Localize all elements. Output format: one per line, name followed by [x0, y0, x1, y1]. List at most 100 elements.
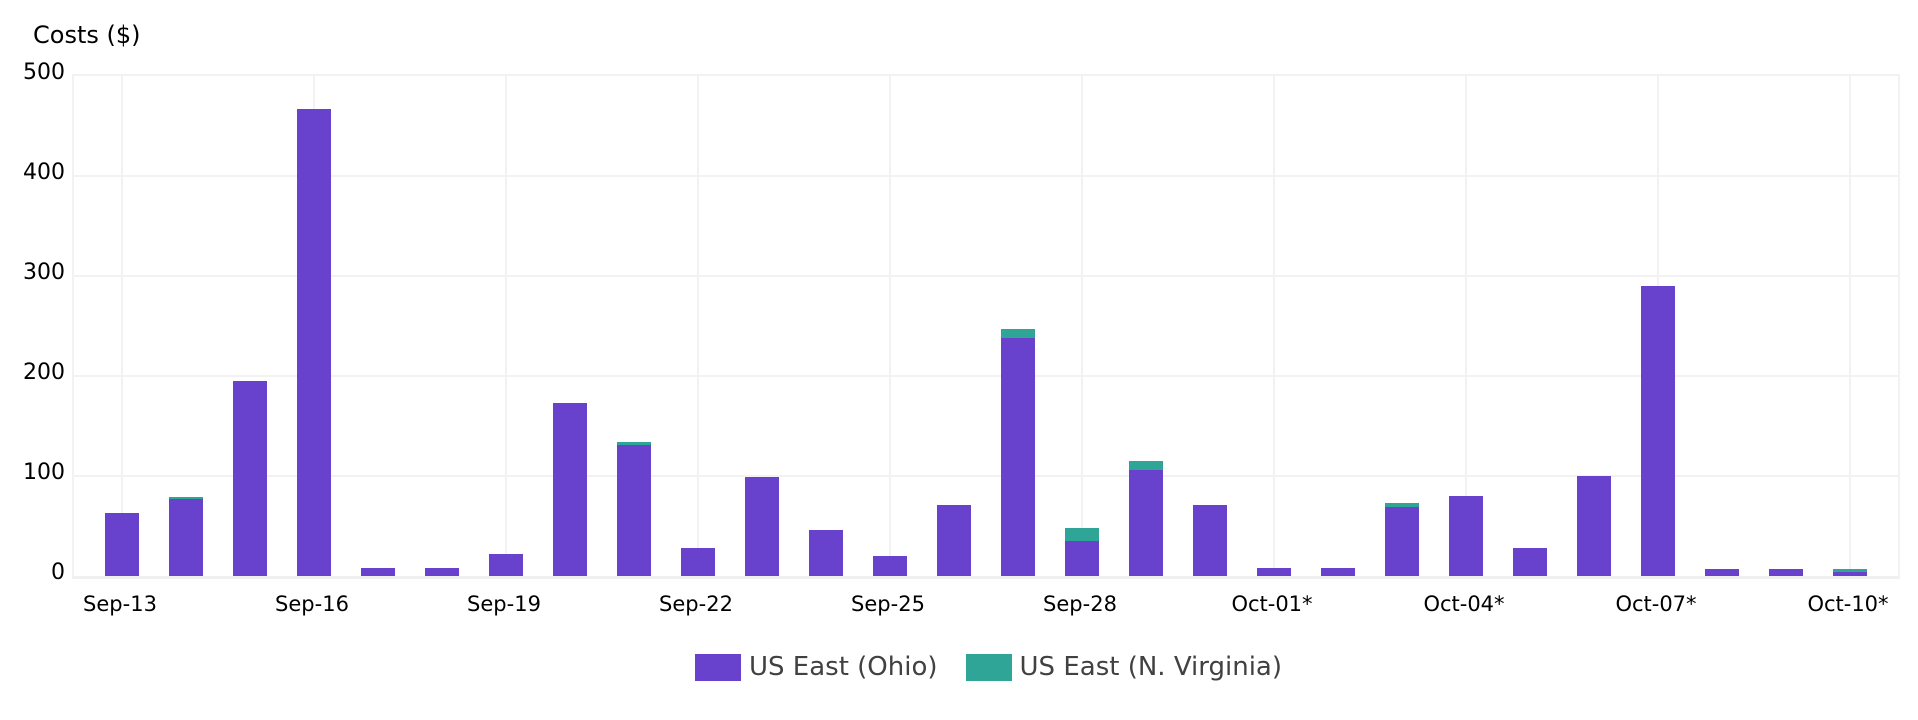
legend-swatch-ohio: [695, 653, 741, 681]
x-tick-label: Sep-16: [275, 592, 349, 616]
bar-sep-28[interactable]: [1065, 528, 1099, 576]
gridline-vertical: [1849, 76, 1851, 576]
bar-oct-04[interactable]: [1449, 496, 1483, 576]
bar-oct-03[interactable]: [1385, 503, 1419, 576]
bar-segment-ohio[interactable]: [1705, 569, 1739, 576]
x-tick-label: Oct-07*: [1615, 592, 1697, 616]
gridline-vertical: [697, 76, 699, 576]
y-tick-label: 100: [23, 460, 65, 485]
x-tick-label: Oct-04*: [1423, 592, 1505, 616]
bar-sep-26[interactable]: [937, 505, 971, 576]
bar-oct-09[interactable]: [1769, 569, 1803, 576]
bar-segment-ohio[interactable]: [1577, 476, 1611, 576]
x-tick-label: Sep-19: [467, 592, 541, 616]
bar-segment-ohio[interactable]: [1833, 572, 1867, 576]
bar-sep-29[interactable]: [1129, 461, 1163, 576]
gridline-vertical: [121, 76, 123, 576]
chart-title: Costs ($): [33, 21, 141, 49]
legend-item-us-east-n-virginia[interactable]: US East (N. Virginia): [965, 653, 1282, 681]
bar-segment-ohio[interactable]: [1321, 568, 1355, 576]
bar-oct-05[interactable]: [1513, 548, 1547, 576]
bar-segment-ohio[interactable]: [1001, 338, 1035, 576]
bar-sep-18[interactable]: [425, 568, 459, 576]
y-tick-label: 300: [23, 260, 65, 285]
bar-segment-ohio[interactable]: [937, 505, 971, 576]
bar-segment-ohio[interactable]: [425, 568, 459, 576]
bar-sep-14[interactable]: [169, 497, 203, 576]
bar-oct-08[interactable]: [1705, 569, 1739, 576]
bar-oct-07[interactable]: [1641, 286, 1675, 576]
bar-sep-30[interactable]: [1193, 505, 1227, 576]
bar-segment-n-virginia[interactable]: [1385, 503, 1419, 507]
plot-inner: [74, 76, 1898, 576]
x-tick-label: Sep-28: [1043, 592, 1117, 616]
bar-sep-15[interactable]: [233, 381, 267, 576]
gridline-horizontal: [74, 175, 1898, 177]
bar-segment-ohio[interactable]: [361, 568, 395, 576]
gridline-vertical: [889, 76, 891, 576]
gridline-horizontal: [74, 475, 1898, 477]
bar-segment-ohio[interactable]: [873, 556, 907, 576]
legend: US East (Ohio) US East (N. Virginia): [695, 653, 1310, 681]
x-tick-label: Sep-25: [851, 592, 925, 616]
bar-sep-17[interactable]: [361, 568, 395, 576]
bar-segment-ohio[interactable]: [1385, 507, 1419, 576]
bar-sep-19[interactable]: [489, 554, 523, 576]
bar-oct-02[interactable]: [1321, 568, 1355, 576]
bar-sep-27[interactable]: [1001, 329, 1035, 576]
bar-segment-ohio[interactable]: [1449, 496, 1483, 576]
x-tick-label: Sep-13: [83, 592, 157, 616]
gridline-vertical: [505, 76, 507, 576]
y-tick-label: 500: [23, 60, 65, 85]
gridline-horizontal: [74, 275, 1898, 277]
y-tick-label: 200: [23, 360, 65, 385]
bar-segment-ohio[interactable]: [617, 445, 651, 576]
bar-segment-ohio[interactable]: [1257, 568, 1291, 576]
bar-segment-ohio[interactable]: [1641, 286, 1675, 576]
bar-segment-n-virginia[interactable]: [1129, 461, 1163, 470]
bar-segment-ohio[interactable]: [553, 403, 587, 576]
bar-sep-22[interactable]: [681, 548, 715, 576]
bar-segment-ohio[interactable]: [1193, 505, 1227, 576]
gridline-vertical: [1273, 76, 1275, 576]
bar-segment-ohio[interactable]: [105, 513, 139, 576]
bar-segment-ohio[interactable]: [809, 530, 843, 576]
gridline-vertical: [1081, 76, 1083, 576]
bar-sep-24[interactable]: [809, 530, 843, 576]
bar-segment-ohio[interactable]: [233, 381, 267, 576]
bar-segment-ohio[interactable]: [1065, 541, 1099, 576]
legend-label-ohio: US East (Ohio): [749, 652, 938, 682]
y-tick-label: 0: [51, 560, 65, 585]
bar-oct-06[interactable]: [1577, 476, 1611, 576]
bar-segment-ohio[interactable]: [681, 548, 715, 576]
legend-swatch-n-virginia: [965, 653, 1012, 681]
bar-sep-21[interactable]: [617, 442, 651, 576]
y-tick-label: 400: [23, 160, 65, 185]
bar-segment-ohio[interactable]: [1769, 569, 1803, 576]
bar-sep-13[interactable]: [105, 513, 139, 576]
bar-sep-25[interactable]: [873, 556, 907, 576]
bar-segment-n-virginia[interactable]: [1001, 329, 1035, 338]
bar-oct-10[interactable]: [1833, 569, 1867, 576]
bar-segment-ohio[interactable]: [745, 477, 779, 576]
bar-sep-20[interactable]: [553, 403, 587, 576]
x-tick-label: Oct-01*: [1231, 592, 1313, 616]
bar-sep-23[interactable]: [745, 477, 779, 576]
bar-segment-n-virginia[interactable]: [1833, 569, 1867, 572]
gridline-horizontal: [74, 375, 1898, 377]
legend-item-us-east-ohio[interactable]: US East (Ohio): [695, 653, 938, 681]
bar-segment-ohio[interactable]: [169, 499, 203, 576]
bar-segment-ohio[interactable]: [297, 109, 331, 576]
bar-segment-n-virginia[interactable]: [1065, 528, 1099, 541]
bar-segment-n-virginia[interactable]: [169, 497, 203, 499]
plot-area: [72, 74, 1900, 579]
x-tick-label: Sep-22: [659, 592, 733, 616]
bar-segment-ohio[interactable]: [1513, 548, 1547, 576]
bar-segment-ohio[interactable]: [489, 554, 523, 576]
gridline-vertical: [1465, 76, 1467, 576]
bar-segment-n-virginia[interactable]: [617, 442, 651, 445]
bar-segment-ohio[interactable]: [1129, 470, 1163, 576]
bar-oct-01[interactable]: [1257, 568, 1291, 576]
x-tick-label: Oct-10*: [1807, 592, 1889, 616]
bar-sep-16[interactable]: [297, 109, 331, 576]
